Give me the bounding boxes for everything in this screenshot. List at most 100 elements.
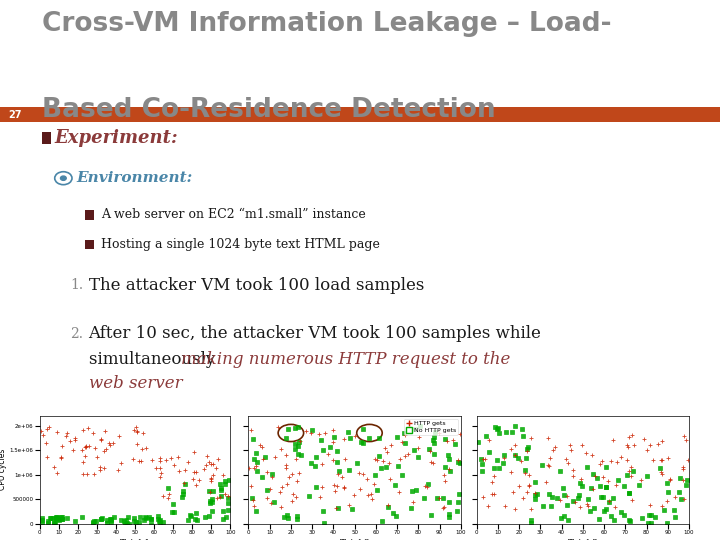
Point xyxy=(105,518,117,526)
Point xyxy=(519,469,531,477)
Point xyxy=(569,498,580,507)
Point xyxy=(607,494,618,502)
Point xyxy=(351,458,363,467)
Point xyxy=(670,512,681,521)
Point xyxy=(384,475,396,483)
Point xyxy=(205,474,217,483)
Point xyxy=(50,514,61,522)
Point xyxy=(577,482,588,490)
Point xyxy=(597,492,608,501)
Point xyxy=(292,441,304,450)
Point xyxy=(556,513,567,522)
Point xyxy=(250,507,261,515)
Point xyxy=(254,441,266,450)
Point xyxy=(385,441,397,449)
Point xyxy=(155,457,166,465)
Point xyxy=(188,468,199,477)
Point xyxy=(99,427,110,435)
Point xyxy=(582,495,594,504)
Point xyxy=(355,437,366,446)
Point xyxy=(343,465,355,474)
Point xyxy=(597,472,608,481)
Point xyxy=(399,430,410,439)
Point xyxy=(600,463,612,471)
Point xyxy=(306,426,318,434)
Point xyxy=(345,434,356,442)
Point xyxy=(444,467,456,475)
Point xyxy=(336,472,348,481)
Point xyxy=(520,454,531,462)
Point xyxy=(56,513,68,522)
Point xyxy=(172,453,184,462)
Point xyxy=(623,489,634,497)
Point xyxy=(56,515,68,524)
Point xyxy=(387,509,398,518)
Point xyxy=(540,478,552,487)
Point xyxy=(179,480,191,489)
Point xyxy=(318,519,330,528)
Point xyxy=(99,464,110,473)
Point xyxy=(603,497,615,506)
Point xyxy=(36,516,48,524)
Point xyxy=(647,456,659,464)
Point xyxy=(222,491,233,500)
Point xyxy=(673,488,685,497)
Point xyxy=(101,519,112,528)
Point xyxy=(426,457,437,466)
Point xyxy=(661,496,672,505)
Point xyxy=(491,455,503,464)
Point xyxy=(273,423,284,431)
Point xyxy=(547,446,559,455)
Point xyxy=(315,436,326,444)
Point xyxy=(657,436,668,445)
Point xyxy=(413,433,425,441)
Text: 2.: 2. xyxy=(71,327,84,341)
Point xyxy=(80,441,91,450)
Point xyxy=(305,459,317,468)
Point xyxy=(215,480,226,489)
Point xyxy=(207,470,219,479)
Point xyxy=(289,455,301,463)
Point xyxy=(107,438,119,447)
Point xyxy=(588,504,599,513)
Point xyxy=(526,516,537,524)
Point xyxy=(154,516,166,525)
Point xyxy=(500,428,511,437)
Point xyxy=(95,515,107,523)
Point xyxy=(219,480,230,489)
Text: Hosting a single 1024 byte text HTML page: Hosting a single 1024 byte text HTML pag… xyxy=(101,238,379,251)
Point xyxy=(155,463,166,472)
Point xyxy=(609,503,621,511)
Point xyxy=(581,463,593,471)
Point xyxy=(294,436,306,445)
Point xyxy=(489,423,500,432)
Point xyxy=(166,508,178,517)
Point xyxy=(591,474,603,483)
Point xyxy=(211,494,222,502)
Point xyxy=(626,472,637,481)
Point xyxy=(518,494,529,502)
Point xyxy=(659,505,670,514)
Point xyxy=(51,427,63,436)
Point xyxy=(247,434,258,443)
Point xyxy=(282,480,293,489)
Point xyxy=(536,461,548,469)
Point xyxy=(77,457,89,466)
Point xyxy=(184,510,196,519)
Point xyxy=(330,504,342,512)
Point xyxy=(559,512,570,521)
Point xyxy=(594,482,606,490)
Point xyxy=(50,512,61,521)
Point xyxy=(618,482,630,491)
Point xyxy=(452,497,464,506)
Point xyxy=(426,511,437,519)
Point xyxy=(597,456,608,465)
Point xyxy=(584,507,595,515)
Point xyxy=(652,440,664,449)
Point xyxy=(521,487,533,496)
Point xyxy=(112,465,124,474)
Point xyxy=(261,468,272,476)
Point xyxy=(140,444,151,453)
Point xyxy=(300,427,312,435)
Point xyxy=(410,485,422,494)
